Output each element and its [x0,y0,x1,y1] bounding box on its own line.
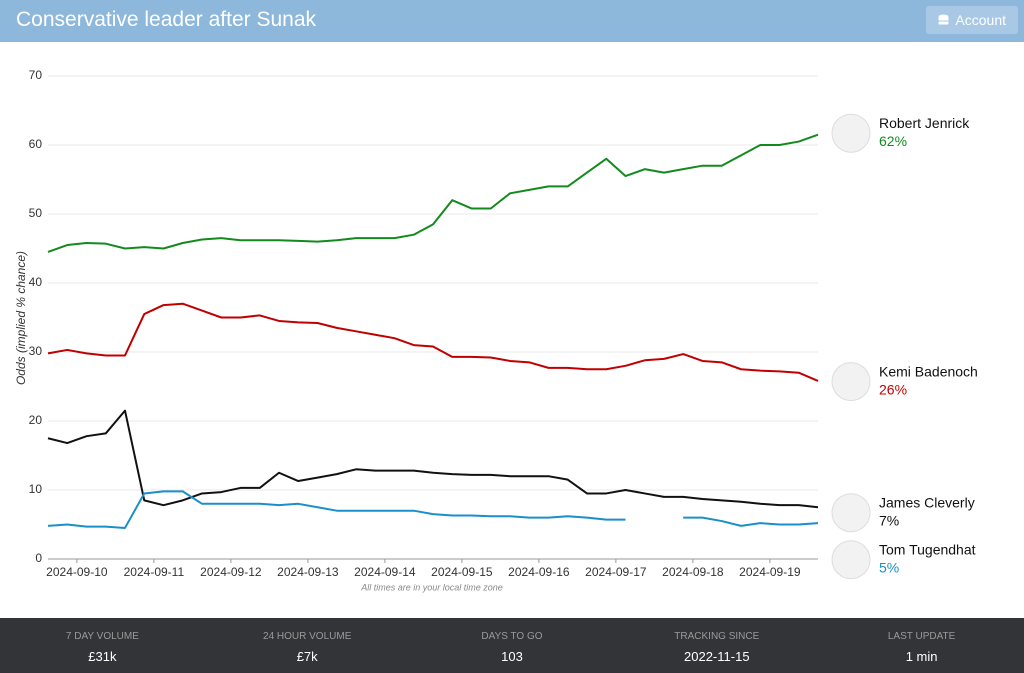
y-tick-label: 70 [29,68,43,82]
candidate-odds: 26% [879,381,907,397]
candidate-name: Robert Jenrick [879,115,970,131]
avatar [831,493,871,533]
y-axis-label: Odds (implied % chance) [14,251,28,385]
x-tick-label: 2024-09-17 [585,565,647,579]
stat-value: £7k [296,649,318,664]
stat-value: 1 min [905,649,938,664]
time-note: All times are in your local time zone [360,582,503,592]
x-tick-label: 2024-09-14 [354,565,416,579]
footer: 7 DAY VOLUME £31k 24 HOUR VOLUME £7k DAYS TO… [0,618,1024,673]
avatar [831,362,871,402]
y-tick-label: 20 [29,413,43,427]
x-tick-label: 2024-09-15 [431,565,493,579]
stat-value: 2022-11-15 [684,649,750,664]
candidate-odds: 7% [879,512,899,528]
account-label: Account [955,12,1006,28]
stat: 24 HOUR VOLUME £7k [205,618,410,673]
stat: DAYS TO GO 103 [410,618,615,673]
y-tick-label: 10 [29,482,43,496]
series-line [47,133,819,253]
stat: 7 DAY VOLUME £31k [0,618,205,673]
header: Conservative leader after Sunak Account [0,0,1024,42]
candidate-odds: 5% [879,559,899,575]
y-tick-label: 60 [29,137,43,151]
chart: Odds (implied % chance) All times are in… [14,68,978,592]
x-tick-label: 2024-09-18 [662,565,724,579]
stat: LAST UPDATE 1 min [819,618,1024,673]
x-tick-label: 2024-09-16 [508,565,570,579]
avatar [831,540,871,580]
candidate-odds: 62% [879,133,907,149]
db-icon [938,14,949,24]
avatar [831,113,871,153]
account-button[interactable]: Account [926,6,1018,34]
x-tick-label: 2024-09-11 [124,565,185,579]
stat: TRACKING SINCE 2022-11-15 [614,618,819,673]
page-title: Conservative leader after Sunak [16,8,316,31]
stat-label: DAYS TO GO [481,631,543,642]
x-tick-label: 2024-09-10 [46,565,108,579]
candidate-label: James Cleverly 7% [831,493,975,533]
candidate-name: James Cleverly [879,494,975,510]
candidate-label: Robert Jenrick 62% [831,113,970,153]
series-line [47,302,819,382]
stat-value: 103 [501,649,523,664]
candidate-label: Tom Tugendhat 5% [831,540,976,580]
candidate-label: Kemi Badenoch 26% [831,362,978,402]
y-tick-label: 30 [29,344,43,358]
candidate-name: Tom Tugendhat [879,541,976,557]
y-tick-label: 40 [29,275,43,289]
x-tick-label: 2024-09-19 [739,565,801,579]
x-tick-label: 2024-09-12 [200,565,262,579]
x-tick-label: 2024-09-13 [277,565,339,579]
candidate-name: Kemi Badenoch [879,363,978,379]
stat-value: £31k [88,649,117,664]
series-line [47,409,819,509]
stat-label: LAST UPDATE [887,631,956,642]
y-tick-label: 0 [35,551,42,565]
stat-label: TRACKING SINCE [674,631,760,642]
stat-label: 24 HOUR VOLUME [263,631,352,642]
y-tick-label: 50 [29,206,43,220]
series-line [47,490,819,529]
stat-label: 7 DAY VOLUME [65,631,139,642]
